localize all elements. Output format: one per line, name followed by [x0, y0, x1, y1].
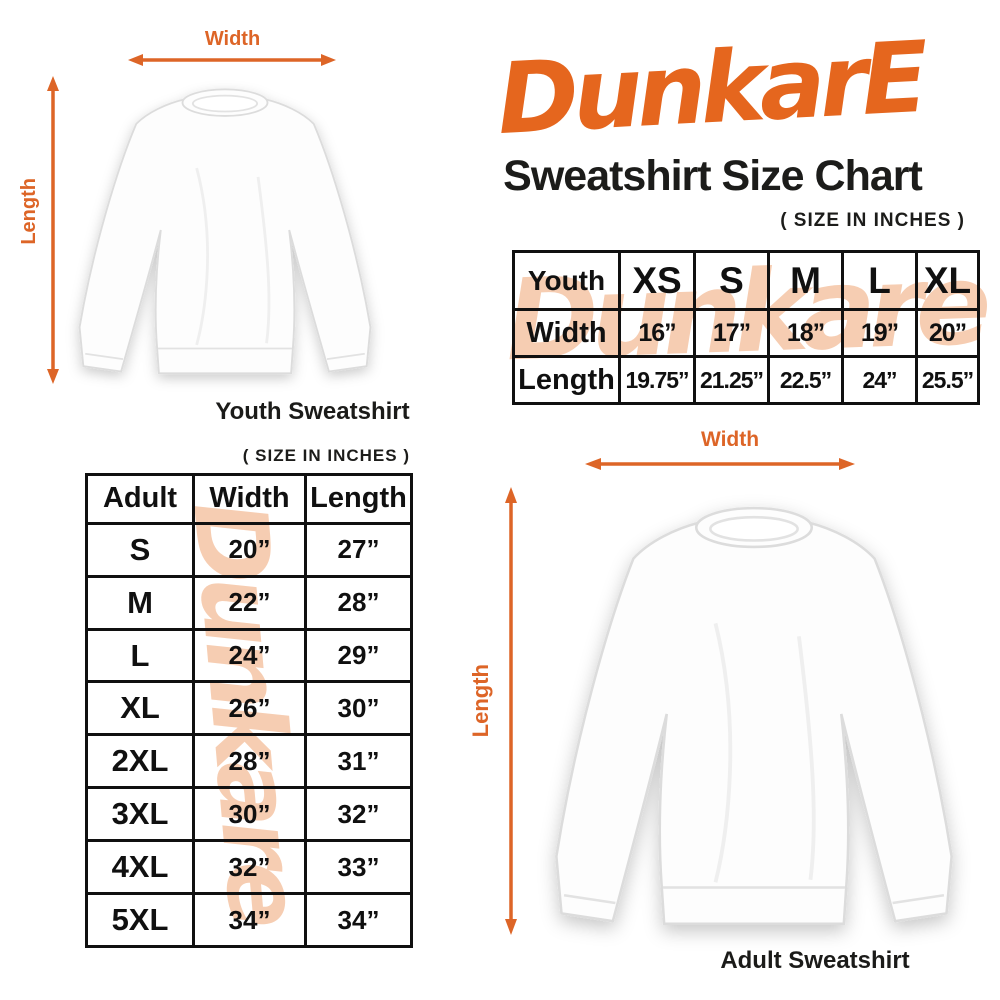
size-label: 5XL [85, 892, 195, 948]
table-cell: 22.5” [767, 355, 844, 405]
adult-row-3xl: 3XL 30” 32” [85, 786, 413, 843]
adult-row-4xl: 4XL 32” 33” [85, 839, 413, 896]
youth-table-corner: Youth [512, 249, 621, 312]
table-cell: 18” [767, 308, 844, 359]
width-arrow-icon [585, 458, 855, 470]
adult-sweatshirt-image [555, 506, 953, 926]
table-cell: 34” [192, 892, 307, 948]
youth-width-row-label: Width [512, 308, 621, 359]
length-arrow-icon [47, 76, 59, 384]
adult-table-corner: Adult [85, 473, 195, 525]
width-arrow-icon [128, 54, 336, 66]
adult-table-header-row: Adult Width Length [85, 473, 413, 525]
table-cell: 26” [192, 680, 307, 737]
table-cell: 17” [693, 308, 770, 359]
youth-width-row: Width 16” 17” 18” 19” 20” [512, 308, 980, 359]
youth-size-table: Youth XS S M L XL Width 16” 17” 18” 19” … [512, 249, 980, 405]
adult-row-xl: XL 26” 30” [85, 680, 413, 737]
youth-col-xl: XL [915, 249, 980, 312]
table-cell: 24” [192, 627, 307, 684]
youth-length-row: Length 19.75” 21.25” 22.5” 24” 25.5” [512, 355, 980, 405]
youth-col-l: L [841, 249, 918, 312]
page-title: Sweatshirt Size Chart [503, 152, 923, 200]
table-cell: 30” [192, 786, 307, 843]
youth-col-m: M [767, 249, 844, 312]
adult-width-label: Width [700, 428, 760, 451]
adult-row-m: M 22” 28” [85, 574, 413, 631]
table-cell: 19” [841, 308, 918, 359]
table-cell: 28” [192, 733, 307, 790]
table-cell: 24” [841, 355, 918, 405]
size-label: L [85, 627, 195, 684]
size-label: XL [85, 680, 195, 737]
youth-length-row-label: Length [512, 355, 621, 405]
table-cell: 20” [192, 521, 307, 578]
youth-length-label: Length [18, 178, 40, 245]
youth-table-header-row: Youth XS S M L XL [512, 249, 980, 312]
length-arrow-icon [505, 487, 517, 935]
size-label: 2XL [85, 733, 195, 790]
youth-width-label: Width [204, 28, 261, 50]
youth-caption: Youth Sweatshirt [215, 398, 410, 425]
adult-row-5xl: 5XL 34” 34” [85, 892, 413, 948]
adult-size-table: Adult Width Length S 20” 27” M 22” 28” L… [85, 473, 413, 948]
size-label: 3XL [85, 786, 195, 843]
size-unit-note: ( SIZE IN INCHES ) [780, 210, 965, 231]
table-cell: 16” [618, 308, 696, 359]
table-cell: 28” [304, 574, 413, 631]
table-cell: 32” [192, 839, 307, 896]
adult-row-s: S 20” 27” [85, 521, 413, 578]
youth-col-xs: XS [618, 249, 696, 312]
table-cell: 33” [304, 839, 413, 896]
adult-row-2xl: 2XL 28” 31” [85, 733, 413, 790]
table-cell: 34” [304, 892, 413, 948]
adult-col-length: Length [304, 473, 413, 525]
adult-col-width: Width [192, 473, 307, 525]
youth-sweatshirt-image [78, 88, 372, 375]
table-cell: 31” [304, 733, 413, 790]
table-cell: 30” [304, 680, 413, 737]
table-cell: 20” [915, 308, 980, 359]
table-cell: 22” [192, 574, 307, 631]
adult-row-l: L 24” 29” [85, 627, 413, 684]
table-cell: 27” [304, 521, 413, 578]
table-cell: 29” [304, 627, 413, 684]
adult-length-label: Length [468, 664, 493, 738]
table-cell: 25.5” [915, 355, 980, 405]
size-label: S [85, 521, 195, 578]
youth-col-s: S [693, 249, 770, 312]
size-unit-note: ( SIZE IN INCHES ) [242, 446, 410, 465]
table-cell: 21.25” [693, 355, 770, 405]
table-cell: 19.75” [618, 355, 696, 405]
adult-caption: Adult Sweatshirt [720, 947, 910, 974]
size-label: M [85, 574, 195, 631]
size-label: 4XL [85, 839, 195, 896]
table-cell: 32” [304, 786, 413, 843]
